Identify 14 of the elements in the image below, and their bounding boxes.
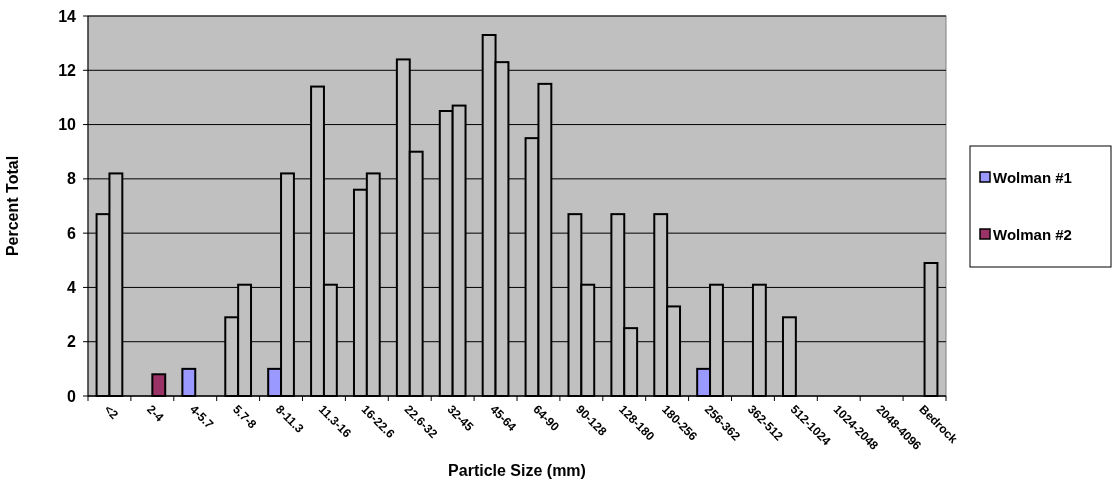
y-tick-label: 2	[67, 333, 77, 351]
legend-label: Wolman #1	[993, 169, 1072, 187]
x-tick-label: 2-4	[144, 402, 167, 425]
y-tick-label: 8	[67, 170, 77, 188]
x-tick-label: <2	[101, 402, 122, 423]
y-axis-title: Percent Total	[4, 155, 21, 257]
y-tick-label: 0	[67, 387, 77, 405]
y-tick-label: 10	[58, 116, 77, 134]
legend-label: Wolman #2	[993, 226, 1072, 244]
y-tick-label: 14	[58, 7, 77, 25]
y-tick-label: 12	[58, 61, 77, 79]
x-axis-title: Particle Size (mm)	[448, 462, 586, 479]
y-tick-label: 6	[67, 224, 77, 242]
y-tick-label: 4	[67, 279, 77, 297]
